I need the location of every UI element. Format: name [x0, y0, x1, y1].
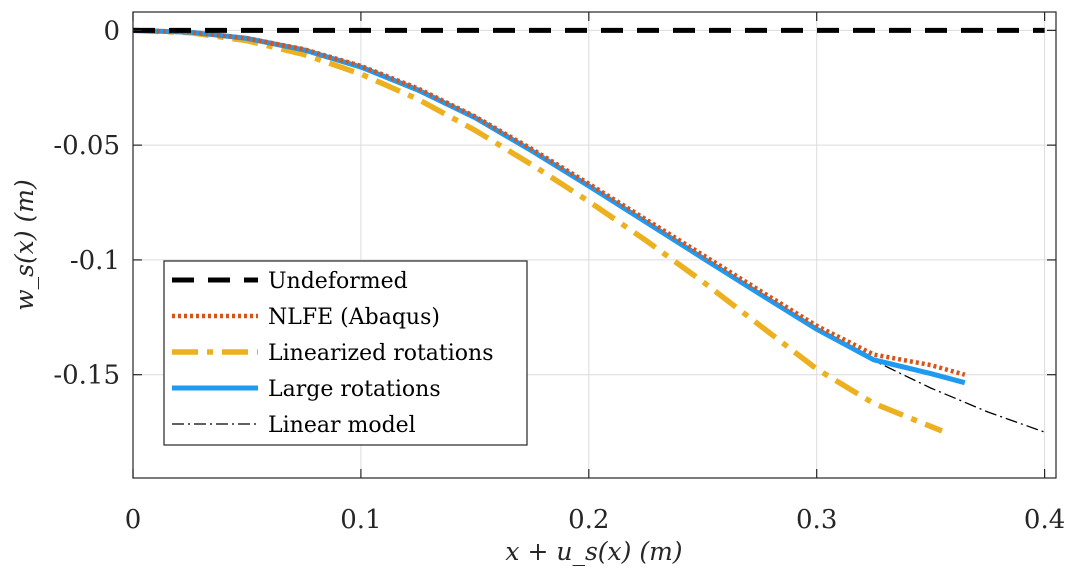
y-axis-label: w_s(x) (m)	[10, 179, 39, 311]
x-tick-label: 0.1	[340, 505, 381, 535]
x-tick-label: 0.2	[568, 505, 609, 535]
legend: Undeformed NLFE (Abaqus) Linearized rotati…	[163, 260, 528, 446]
x-tick-label: 0.3	[796, 505, 837, 535]
plot-area-border	[132, 11, 1057, 479]
series-line-linearized-rotations	[132, 27, 944, 434]
plot-series	[132, 27, 1045, 434]
x-tick-label: 0.4	[1024, 505, 1065, 535]
legend-label: NLFE (Abaqus)	[268, 305, 440, 330]
y-tick-label: -0.1	[70, 246, 120, 276]
y-tick-label: -0.05	[53, 131, 120, 161]
y-tick-label: 0	[103, 16, 120, 46]
legend-label: Undeformed	[268, 269, 408, 294]
y-tick-label: -0.15	[53, 361, 120, 391]
legend-label: Linearized rotations	[268, 341, 494, 366]
legend-label: Large rotations	[268, 377, 441, 402]
legend-label: Linear model	[268, 413, 416, 438]
x-tick-label: 0	[125, 505, 142, 535]
axis-ticks: 0 0.1 0.2 0.3 0.4 0 -0.05 -0.1 -0.15	[53, 12, 1065, 535]
x-axis-label: x + u_s(x) (m)	[505, 537, 682, 566]
